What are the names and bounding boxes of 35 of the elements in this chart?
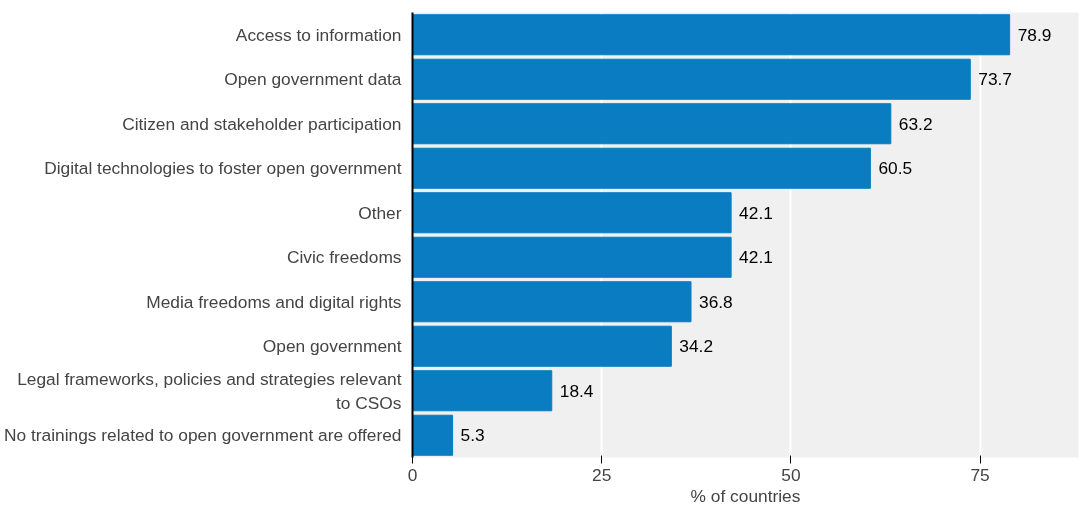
data-label: 63.2 [898, 113, 933, 134]
bar [412, 236, 732, 278]
x-tick-label: 75 [970, 464, 990, 485]
bar [412, 14, 1011, 56]
x-tick-label: 25 [592, 464, 612, 485]
y-tick-label: Digital technologies to foster open government [44, 158, 402, 179]
bar [412, 414, 454, 456]
data-label: 42.1 [739, 247, 773, 268]
bar [412, 103, 892, 145]
data-label: 18.4 [559, 380, 594, 401]
bar [412, 147, 871, 189]
x-axis-title: % of countries [690, 485, 801, 506]
bar [412, 281, 692, 323]
data-label: 60.5 [878, 158, 913, 179]
y-tick-label: No trainings related to open government are offered [3, 425, 402, 446]
bar [412, 192, 732, 234]
y-tick-label: Access to information [235, 24, 402, 45]
bar [412, 325, 672, 367]
y-tick-label: Other [358, 202, 402, 223]
y-tick-label: Open government [262, 336, 402, 357]
y-tick-label: Legal frameworks, policies and strategies relevant to CSOs [17, 368, 402, 413]
y-tick-label: Civic freedoms [286, 247, 402, 268]
data-label: 42.1 [739, 202, 773, 223]
bar [412, 370, 553, 412]
data-label: 5.3 [460, 425, 485, 446]
data-label: 36.8 [699, 291, 733, 312]
data-label: 34.2 [679, 336, 714, 357]
x-tick-label: 0 [407, 464, 418, 485]
x-tick-label: 50 [781, 464, 801, 485]
y-tick-label: Open government data [224, 69, 402, 90]
data-label: 78.9 [1017, 24, 1052, 45]
bar [412, 58, 971, 100]
y-tick-label: Citizen and stakeholder participation [122, 113, 402, 134]
y-tick-label: Media freedoms and digital rights [146, 291, 402, 312]
data-label: 73.7 [978, 69, 1013, 90]
